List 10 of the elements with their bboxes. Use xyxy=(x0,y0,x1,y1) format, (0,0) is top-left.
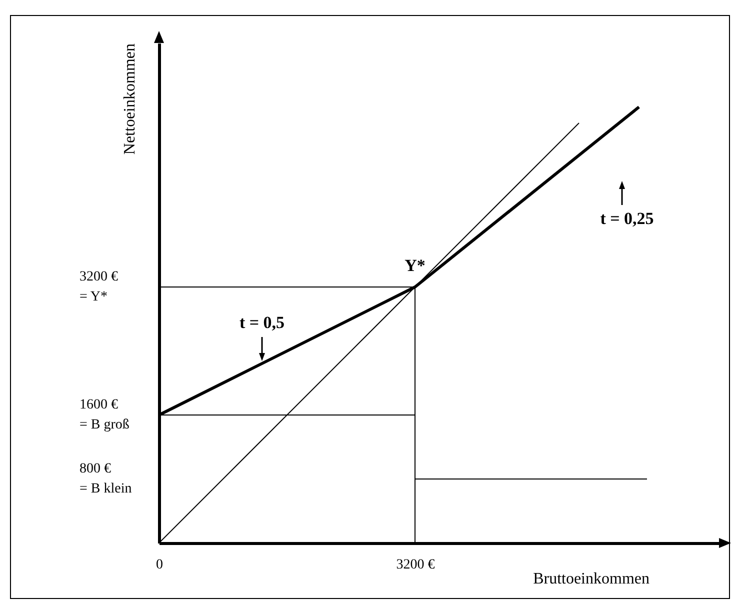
x-tick-label: 0 xyxy=(156,558,163,572)
x-axis-title: Bruttoeinkommen xyxy=(533,570,650,588)
y-tick-label: 1600 € = B groß xyxy=(80,398,130,432)
annotation: t = 0,25 xyxy=(600,209,654,228)
annotation: Y* xyxy=(404,256,426,275)
annotation: t = 0,5 xyxy=(239,313,285,332)
x-tick-label: 3200 € xyxy=(396,558,435,572)
y-tick-label: 800 € = B klein xyxy=(80,462,132,496)
y-tick-label: 3200 € = Y* xyxy=(80,270,118,304)
y-axis-title: Nettoeinkommen xyxy=(122,44,138,155)
